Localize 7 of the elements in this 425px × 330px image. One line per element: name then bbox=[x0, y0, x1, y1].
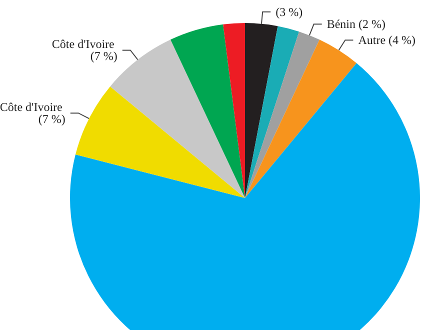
slice-label: Autre (4 %) bbox=[358, 33, 416, 48]
data-label: (3 %) bbox=[276, 4, 303, 19]
slice-label: Bénin (2 %) bbox=[326, 17, 386, 32]
slice-label: Côte d'Ivoire bbox=[52, 37, 118, 52]
slice-label: Côte d'Ivoire bbox=[0, 100, 66, 114]
data-label: (7 %) bbox=[38, 112, 66, 126]
data-label: (7 %) bbox=[90, 49, 118, 64]
